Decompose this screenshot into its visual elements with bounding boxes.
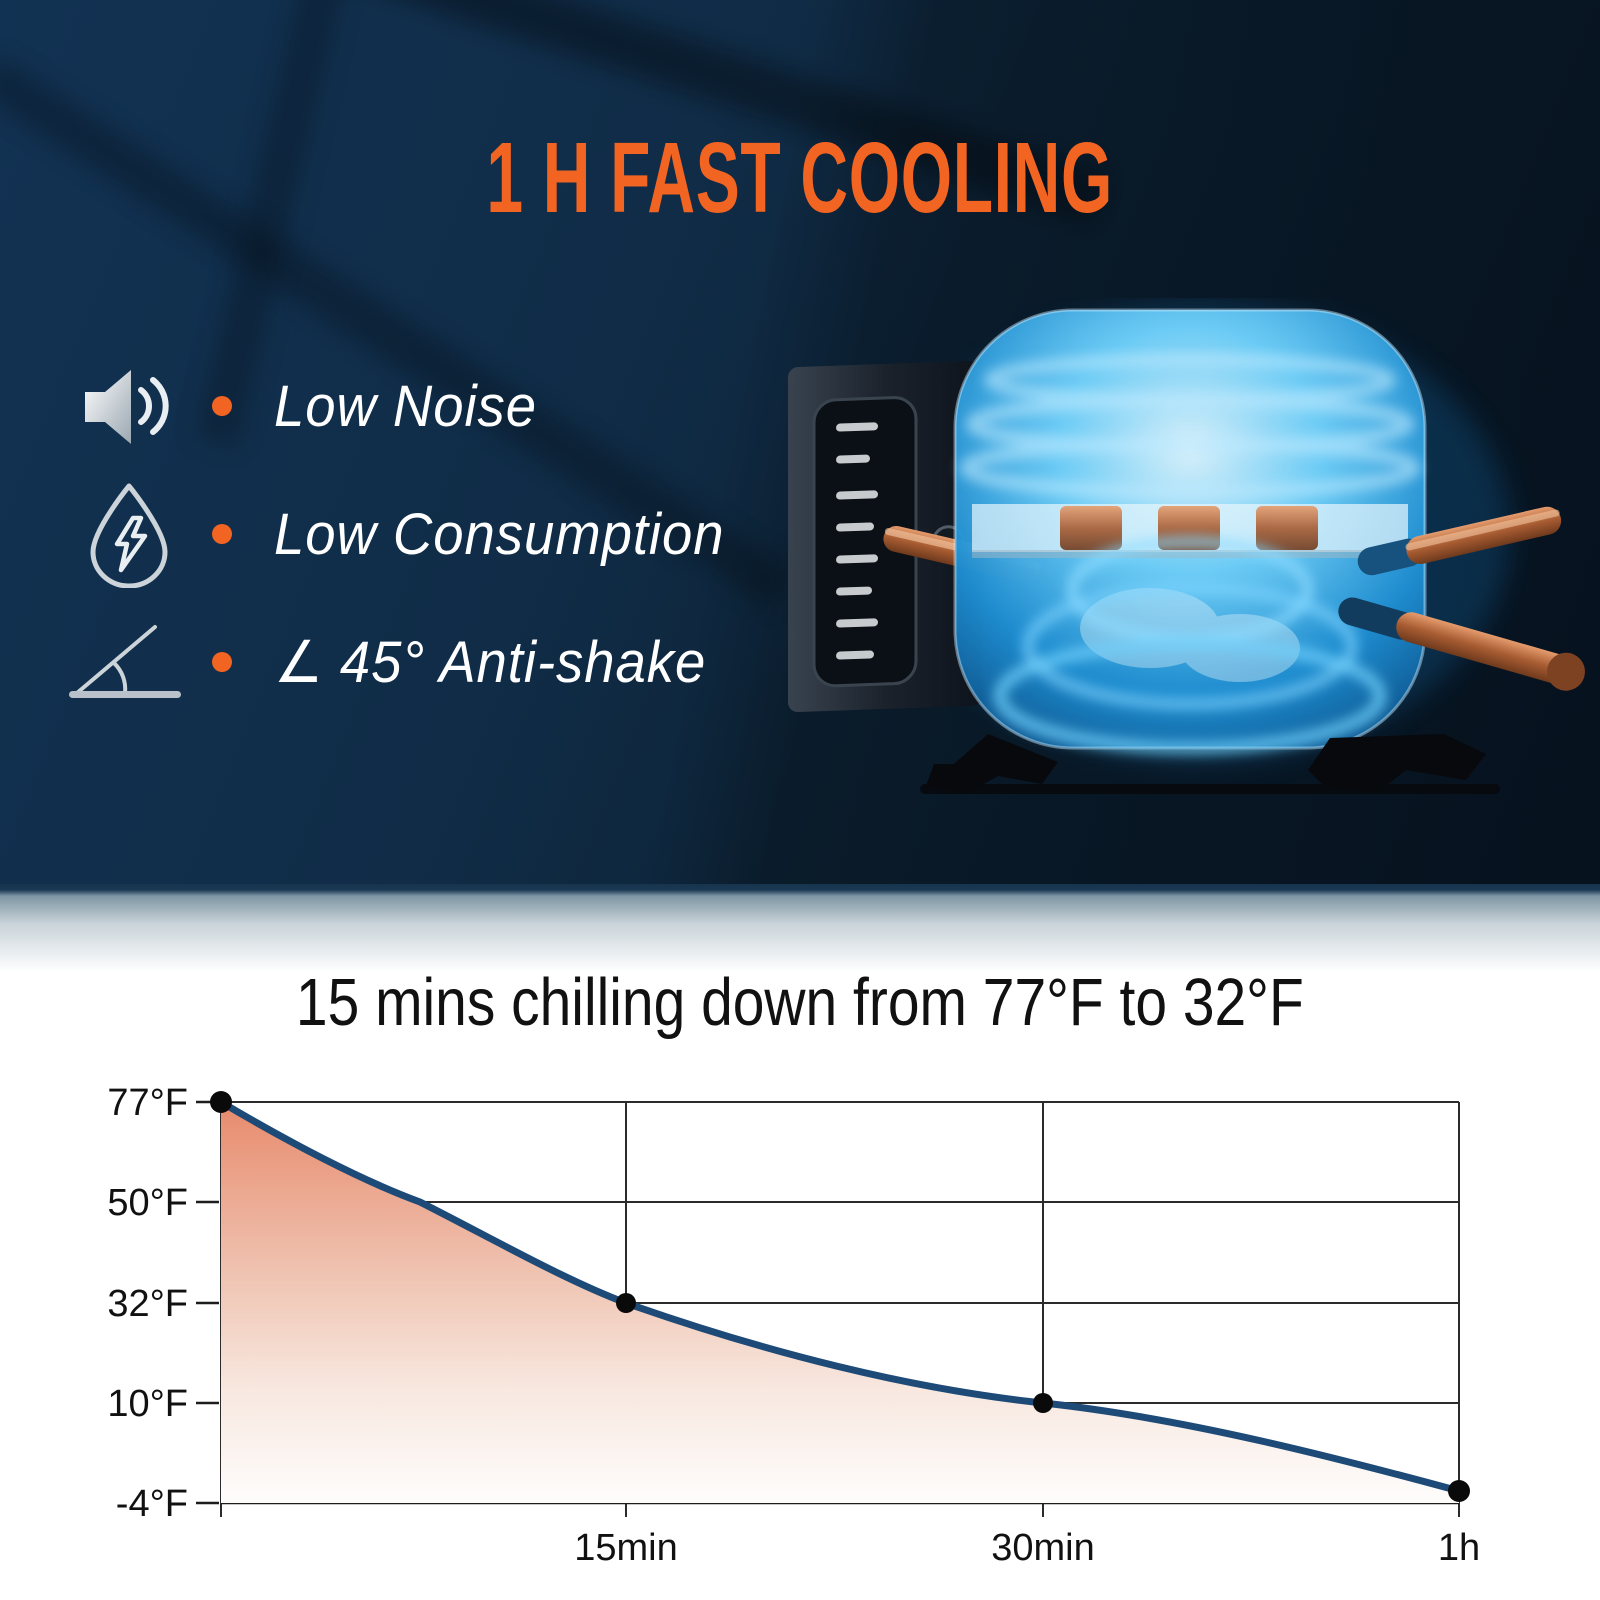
glow-rings-bottom	[994, 537, 1386, 754]
feature-row-low-consumption: Low Consumption	[58, 480, 753, 588]
compressor-illustration	[788, 303, 1586, 794]
y-tick-label: 32°F	[107, 1283, 188, 1325]
data-points	[210, 1091, 1470, 1502]
angle-45-icon	[58, 621, 200, 703]
x-tick-label: 15min	[574, 1527, 678, 1569]
temperature-curve	[217, 1098, 1463, 1495]
area-fill	[221, 1102, 1459, 1503]
y-tick-label: 50°F	[107, 1182, 188, 1224]
x-tick-label: 1h	[1438, 1527, 1480, 1569]
section-divider-fade	[0, 884, 1600, 972]
bullet-dot	[212, 396, 232, 416]
x-axis-labels: 15min 30min 1h	[574, 1527, 1480, 1569]
compressor-dome	[953, 308, 1427, 754]
hero-section: 1 H FAST COOLING Low Noise	[0, 0, 1600, 884]
data-point-10f	[1033, 1393, 1053, 1413]
y-tick-label: 77°F	[107, 1082, 188, 1124]
y-tick-label: 10°F	[107, 1383, 188, 1425]
bullet-dot	[212, 524, 232, 544]
y-tick-label: -4°F	[116, 1483, 188, 1525]
data-point-minus4f	[1448, 1480, 1470, 1502]
copper-pipe	[1338, 597, 1586, 691]
feature-list: Low Noise Low Consumption	[58, 352, 753, 736]
mounting-feet	[920, 734, 1500, 794]
hero-title: 1 H FAST COOLING	[486, 122, 1114, 234]
speaker-icon	[58, 360, 200, 452]
cooling-curve-chart: 77°F 50°F 32°F 10°F -4°F 15min 30min 1h	[107, 1082, 1480, 1569]
y-axis-labels: 77°F 50°F 32°F 10°F -4°F	[107, 1082, 188, 1525]
bullet-dot	[212, 652, 232, 672]
water-drop-energy-icon	[58, 480, 200, 588]
feature-row-anti-shake: ∠ 45° Anti-shake	[58, 608, 753, 716]
data-point-32f	[616, 1293, 636, 1313]
feature-label: ∠ 45° Anti-shake	[274, 630, 707, 695]
chart-title: 15 mins chilling down from 77°F to 32°F	[296, 965, 1304, 1040]
glow-rings-top	[959, 354, 1421, 499]
data-point-77f	[210, 1091, 232, 1113]
feature-label: Low Noise	[274, 373, 538, 439]
vent-slots	[836, 422, 878, 660]
feature-row-low-noise: Low Noise	[58, 352, 753, 460]
x-tick-label: 30min	[991, 1527, 1095, 1569]
y-axis-ticks	[196, 1100, 219, 1505]
copper-pipe	[1357, 506, 1562, 576]
feature-label: Low Consumption	[274, 501, 725, 567]
